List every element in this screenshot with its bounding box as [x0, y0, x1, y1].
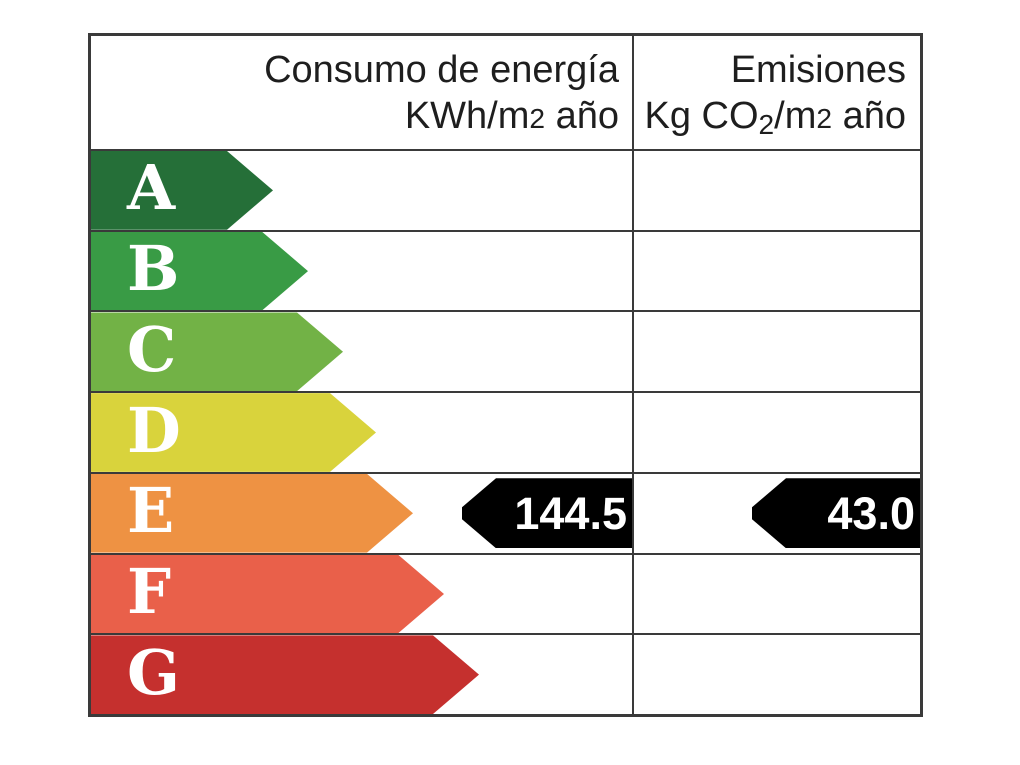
rating-letter-d: D — [127, 393, 181, 467]
rating-row-d: D — [91, 391, 920, 472]
rating-letter-e: E — [127, 474, 175, 548]
emissions-cell — [632, 393, 920, 472]
rating-letter-f: F — [127, 554, 172, 628]
rating-row-c: C — [91, 310, 920, 392]
rating-bar-g: G — [91, 635, 479, 714]
consumption-cell: C — [91, 312, 632, 391]
emissions-cell — [632, 312, 920, 392]
rating-letter-b: B — [127, 232, 180, 306]
rating-row-g: G — [91, 633, 920, 715]
consumption-cell: D — [91, 393, 632, 472]
consumption-title: Consumo de energía — [264, 49, 619, 91]
energy-rating-table: Consumo de energía KWh/m2 año Emisiones … — [88, 33, 923, 717]
rating-bar-f: F — [91, 555, 444, 634]
emissions-title: Emisiones — [730, 49, 906, 91]
emissions-value: 43.0 — [827, 487, 915, 539]
emissions-cell — [632, 635, 920, 715]
consumption-cell: G — [91, 635, 632, 714]
rating-row-a: A — [91, 149, 920, 230]
emissions-column-header: Emisiones Kg CO2/m2 año — [632, 36, 920, 149]
rating-letter-c: C — [127, 312, 177, 386]
table-header: Consumo de energía KWh/m2 año Emisiones … — [91, 36, 920, 149]
rating-row-f: F — [91, 552, 920, 634]
rating-bar-d: D — [91, 393, 376, 472]
rating-bar-c: C — [91, 312, 343, 391]
consumption-column-header: Consumo de energía KWh/m2 año — [91, 36, 632, 149]
rating-row-b: B — [91, 229, 920, 311]
consumption-cell: B — [91, 232, 632, 311]
rating-letter-a: A — [127, 151, 176, 225]
emissions-cell — [632, 554, 920, 634]
rating-row-e: E 144.5 43.0 — [91, 471, 920, 553]
consumption-cell: F — [91, 555, 632, 634]
emissions-cell: 43.0 — [632, 473, 920, 553]
consumption-cell: E 144.5 — [91, 474, 632, 553]
rating-bar-a: A — [91, 151, 273, 230]
emissions-value-badge: 43.0 — [752, 478, 920, 548]
emissions-units: Kg CO2/m2 año — [644, 95, 906, 141]
rating-bar-e: E — [91, 474, 413, 553]
emissions-cell — [632, 231, 920, 311]
consumption-value-badge: 144.5 — [462, 478, 632, 548]
rating-bar-b: B — [91, 232, 308, 311]
consumption-cell: A — [91, 151, 632, 230]
rating-letter-g: G — [127, 635, 180, 709]
emissions-cell — [632, 151, 920, 230]
consumption-value: 144.5 — [514, 487, 627, 539]
consumption-units: KWh/m2 año — [404, 95, 619, 137]
